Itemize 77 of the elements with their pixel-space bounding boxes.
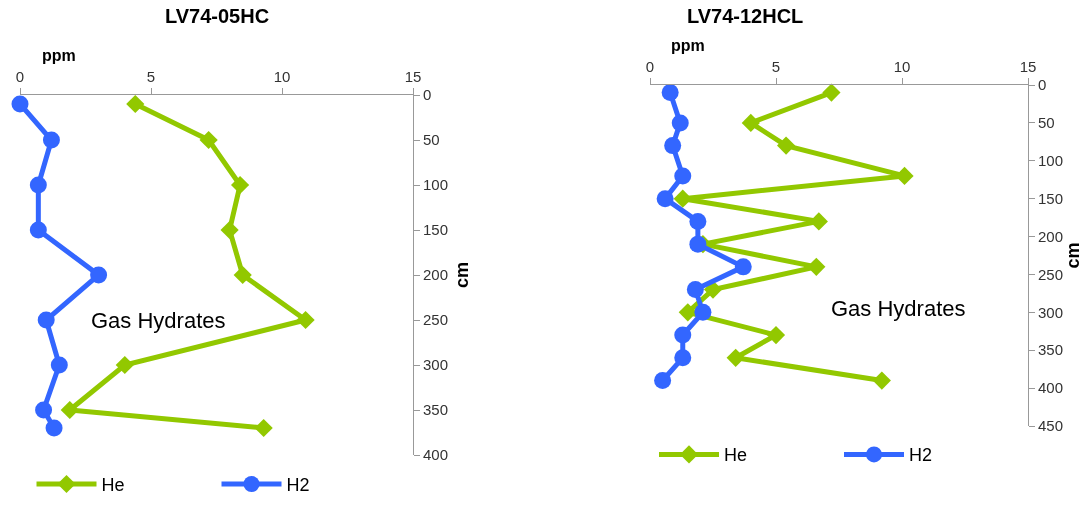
- legend-label: H2: [909, 445, 933, 466]
- point: [654, 372, 672, 390]
- y-tick-label: 100: [1038, 152, 1064, 170]
- y-tick-label: 50: [423, 131, 440, 149]
- point: [678, 303, 697, 322]
- point: [42, 131, 60, 149]
- point: [37, 311, 55, 329]
- point: [872, 371, 891, 390]
- point: [115, 355, 134, 375]
- point: [90, 266, 108, 284]
- y-axis-title: cm: [452, 261, 473, 289]
- point: [661, 84, 679, 102]
- y-tick-label: 300: [423, 356, 449, 374]
- point: [689, 235, 707, 253]
- point: [674, 167, 692, 185]
- point: [35, 401, 53, 419]
- x-tick-label: 0: [645, 58, 655, 75]
- point: [254, 418, 273, 438]
- y-tick-label: 300: [1038, 303, 1064, 321]
- point: [29, 221, 47, 239]
- legend-label: He: [724, 445, 748, 466]
- legend-label: H2: [286, 475, 310, 496]
- legend-label: He: [101, 475, 125, 496]
- point: [726, 348, 745, 367]
- x-axis-title: ppm: [671, 37, 705, 54]
- x-axis-title: ppm: [42, 47, 76, 64]
- point: [233, 265, 252, 285]
- x-tick-label: 10: [893, 58, 911, 75]
- point: [656, 190, 674, 208]
- point: [776, 136, 796, 155]
- x-tick-label: 5: [771, 58, 781, 75]
- point: [766, 325, 786, 345]
- y-tick-label: 200: [1038, 227, 1064, 245]
- point: [734, 258, 752, 276]
- point: [664, 137, 682, 155]
- y-tick-label: 400: [1038, 379, 1064, 397]
- point: [694, 303, 712, 321]
- y-tick-label: 350: [1038, 341, 1064, 359]
- y-tick-label: 450: [1038, 417, 1064, 435]
- point: [741, 113, 760, 132]
- point: [60, 400, 79, 420]
- annotation: Gas Hydrates: [831, 296, 966, 321]
- y-tick-label: 0: [423, 86, 432, 104]
- y-tick-label: 50: [1038, 114, 1055, 132]
- chart-title: LV74-12HCL: [687, 5, 804, 27]
- x-tick-label: 15: [404, 68, 422, 85]
- x-tick-label: 10: [273, 68, 291, 85]
- y-tick-label: 100: [423, 176, 449, 194]
- point: [296, 310, 315, 330]
- point: [220, 220, 239, 240]
- point: [45, 419, 63, 437]
- point: [199, 130, 218, 150]
- point: [671, 114, 689, 132]
- point: [29, 176, 47, 194]
- point: [50, 356, 68, 374]
- x-tick-label: 15: [1019, 58, 1037, 75]
- point: [895, 166, 914, 186]
- point: [674, 326, 692, 344]
- y-tick-label: 250: [1038, 265, 1064, 283]
- point: [686, 281, 704, 299]
- chart-title: LV74-05HC: [165, 5, 270, 27]
- y-tick-label: 150: [1038, 189, 1064, 207]
- y-tick-label: 200: [423, 266, 449, 284]
- x-tick-label: 5: [146, 68, 156, 85]
- y-tick-label: 350: [423, 401, 449, 419]
- point: [11, 95, 29, 113]
- annotation: Gas Hydrates: [91, 308, 226, 333]
- y-tick-label: 150: [423, 221, 449, 239]
- y-tick-label: 400: [423, 446, 449, 464]
- point: [230, 175, 250, 195]
- point: [822, 83, 841, 102]
- y-axis-title: cm: [1063, 242, 1083, 269]
- point: [689, 212, 707, 230]
- point: [126, 94, 145, 114]
- y-tick-label: 250: [423, 311, 449, 329]
- point: [674, 349, 692, 367]
- x-tick-label: 0: [15, 68, 25, 85]
